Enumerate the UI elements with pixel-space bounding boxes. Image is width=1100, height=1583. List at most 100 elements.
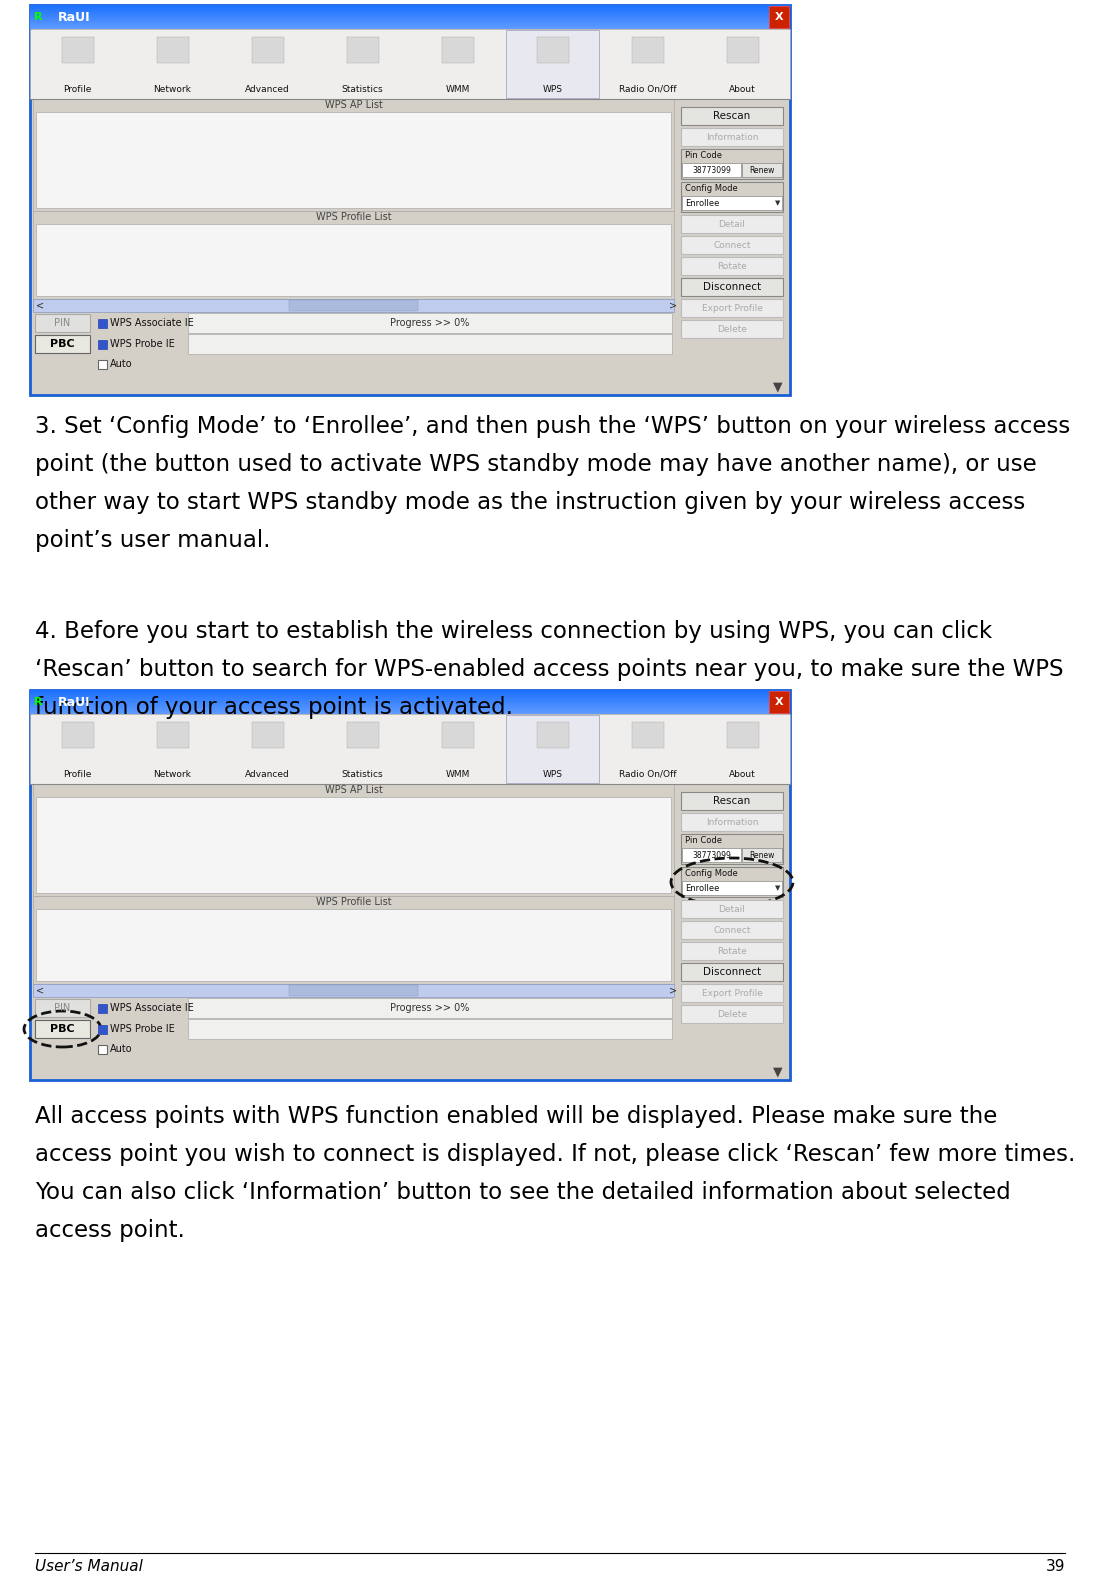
Bar [506,30,600,98]
Text: Radio On/Off: Radio On/Off [618,769,676,779]
Bar [681,921,783,939]
Bar [36,909,671,981]
Text: PIN: PIN [54,1004,70,1013]
Text: All access points with WPS function enabled will be displayed. Please make sure : All access points with WPS function enab… [35,1105,998,1129]
Bar [30,690,790,714]
Bar [98,318,107,328]
Bar [682,882,782,894]
Bar [35,313,90,332]
Text: Delete: Delete [717,1010,747,1018]
Bar [346,36,378,63]
Bar [33,784,674,896]
Text: 39: 39 [1045,1559,1065,1574]
Text: WPS AP List: WPS AP List [324,100,383,109]
Bar [30,5,790,396]
Text: point’s user manual.: point’s user manual. [35,529,271,552]
Bar [62,36,94,63]
Text: X: X [774,13,783,22]
Bar [726,36,759,63]
Bar [681,279,783,296]
Text: Progress >> 0%: Progress >> 0% [390,1004,470,1013]
Text: Renew: Renew [749,166,774,174]
Bar [681,320,783,339]
Bar [98,1045,107,1054]
Bar [62,722,94,749]
Bar [36,225,671,296]
Text: >: > [669,301,678,310]
Bar [30,28,790,100]
Bar [681,128,783,146]
Text: >: > [669,986,678,996]
Text: Delete: Delete [717,325,747,334]
Text: ‘Rescan’ button to search for WPS-enabled access points near you, to make sure t: ‘Rescan’ button to search for WPS-enable… [35,659,1064,681]
Bar [36,112,671,207]
Text: Statistics: Statistics [342,769,383,779]
Bar [98,1004,107,1013]
Text: Enrollee: Enrollee [685,883,719,893]
Text: ▼: ▼ [776,199,781,206]
Bar [289,985,418,996]
Text: Information: Information [706,817,758,826]
Bar [188,1019,672,1038]
Text: WPS: WPS [542,84,562,93]
Text: Config Mode: Config Mode [685,184,738,193]
Text: X: X [774,697,783,708]
Text: Detail: Detail [718,220,746,228]
Bar [681,834,783,864]
Text: 38773099: 38773099 [692,850,732,860]
Bar [681,182,783,212]
Bar [681,149,783,179]
Bar [188,334,672,355]
Text: WMM: WMM [446,84,470,93]
Bar [682,848,741,863]
Bar [681,901,783,918]
Text: R: R [34,697,42,708]
Bar [631,36,663,63]
Text: Auto: Auto [110,1045,133,1054]
Text: Information: Information [706,133,758,141]
Text: WPS Probe IE: WPS Probe IE [110,1024,175,1034]
Text: point (the button used to activate WPS standby mode may have another name), or u: point (the button used to activate WPS s… [35,453,1036,476]
Text: <: < [36,301,44,310]
Text: RaUI: RaUI [58,11,90,24]
Bar [631,722,663,749]
Bar [33,211,674,299]
Text: User’s Manual: User’s Manual [35,1559,143,1574]
Bar [33,299,674,312]
Text: WMM: WMM [446,769,470,779]
Bar [681,236,783,253]
Bar [681,962,783,981]
Text: Export Profile: Export Profile [702,988,762,997]
Text: R: R [34,13,42,22]
Bar [33,100,674,211]
Text: WPS Associate IE: WPS Associate IE [110,1004,194,1013]
Bar [537,36,569,63]
Bar [441,36,473,63]
Bar [35,336,90,353]
Text: Advanced: Advanced [245,769,290,779]
Text: Profile: Profile [64,84,91,93]
Text: Pin Code: Pin Code [685,836,722,845]
Bar [98,359,107,369]
Bar [681,792,783,810]
Bar [441,722,473,749]
Text: Rotate: Rotate [717,261,747,271]
Text: other way to start WPS standby mode as the instruction given by your wireless ac: other way to start WPS standby mode as t… [35,491,1025,514]
Text: Connect: Connect [713,926,750,934]
Bar [156,36,188,63]
Text: function of your access point is activated.: function of your access point is activat… [35,697,513,719]
Text: ▼: ▼ [773,1065,783,1078]
Text: 4. Before you start to establish the wireless connection by using WPS, you can c: 4. Before you start to establish the wir… [35,621,992,643]
Text: 3. Set ‘Config Mode’ to ‘Enrollee’, and then push the ‘WPS’ button on your wirel: 3. Set ‘Config Mode’ to ‘Enrollee’, and … [35,415,1070,438]
Bar [98,1024,107,1034]
Text: Config Mode: Config Mode [685,869,738,879]
Bar [681,942,783,959]
Text: Pin Code: Pin Code [685,150,722,160]
Bar [188,997,672,1018]
Text: access point you wish to connect is displayed. If not, please click ‘Rescan’ few: access point you wish to connect is disp… [35,1143,1076,1167]
Bar [681,256,783,275]
Bar [682,196,782,211]
Text: <: < [36,986,44,996]
Text: Disconnect: Disconnect [703,967,761,977]
Text: Connect: Connect [713,241,750,250]
